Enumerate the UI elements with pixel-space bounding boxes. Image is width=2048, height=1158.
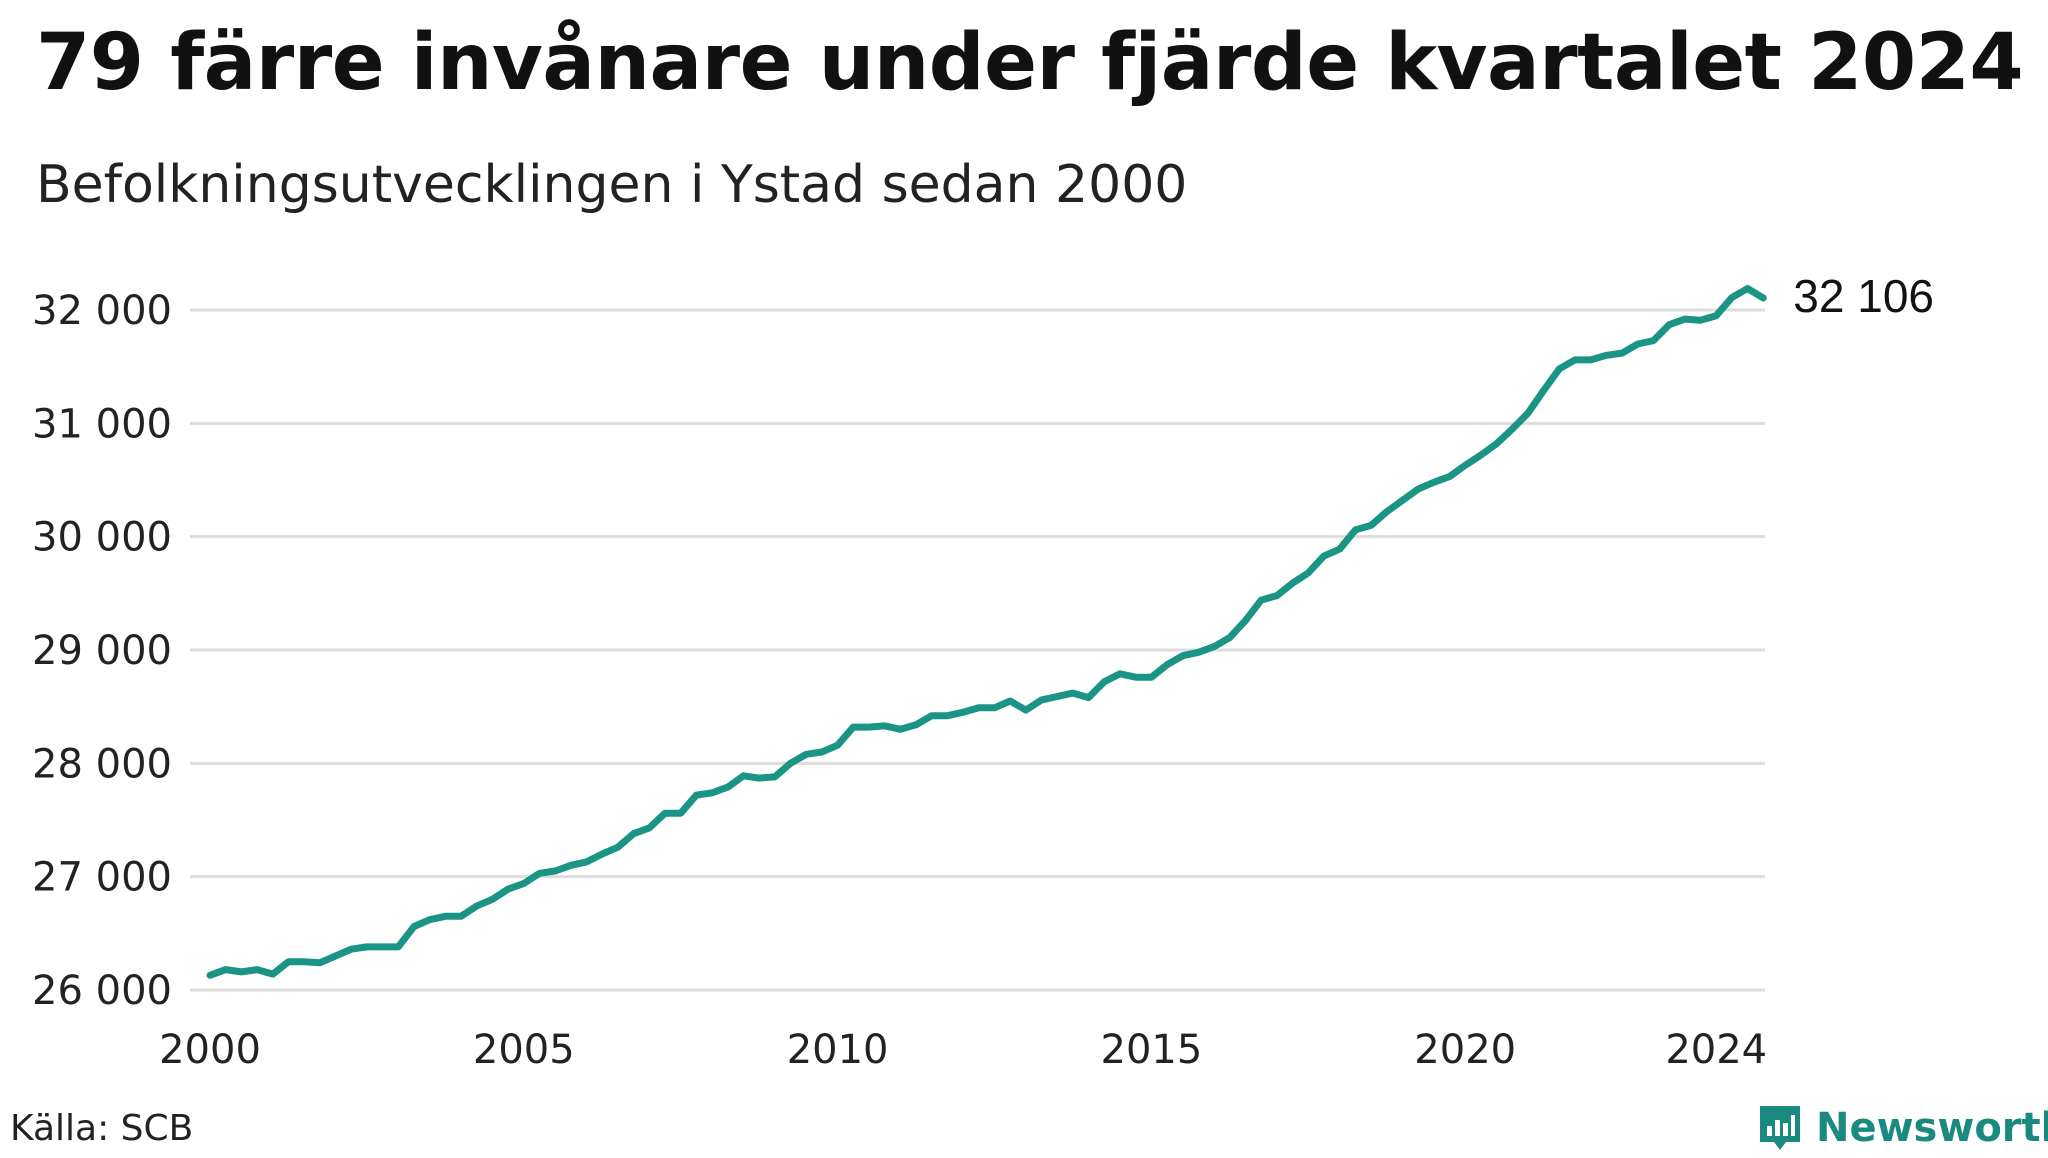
brand-name: Newsworthy xyxy=(1816,1105,2048,1151)
chart-title: 79 färre invånare under fjärde kvartalet… xyxy=(36,18,2024,108)
x-tick-label: 2010 xyxy=(787,1027,889,1073)
y-tick-label: 28 000 xyxy=(32,741,172,787)
population-line xyxy=(206,285,1767,979)
x-tick-label: 2000 xyxy=(159,1027,261,1073)
y-tick-label: 30 000 xyxy=(32,515,172,561)
last-value-label: 32 106 xyxy=(1793,270,1934,322)
newsworthy-logo[interactable]: Newsworthy xyxy=(1756,1098,2048,1158)
source-note: Källa: SCB xyxy=(10,1108,194,1149)
y-tick-label: 26 000 xyxy=(32,968,172,1014)
x-tick-label: 2005 xyxy=(473,1027,575,1073)
chart-subtitle: Befolkningsutvecklingen i Ystad sedan 20… xyxy=(36,155,1188,215)
y-tick-label: 29 000 xyxy=(32,628,172,674)
newsworthy-logo-icon xyxy=(1760,1106,1800,1150)
y-tick-label: 27 000 xyxy=(32,855,172,901)
y-tick-label: 31 000 xyxy=(32,401,172,447)
x-tick-label: 2024 xyxy=(1665,1027,1767,1073)
x-tick-label: 2020 xyxy=(1414,1027,1516,1073)
y-tick-label: 32 000 xyxy=(32,288,172,334)
x-tick-label: 2015 xyxy=(1101,1027,1203,1073)
